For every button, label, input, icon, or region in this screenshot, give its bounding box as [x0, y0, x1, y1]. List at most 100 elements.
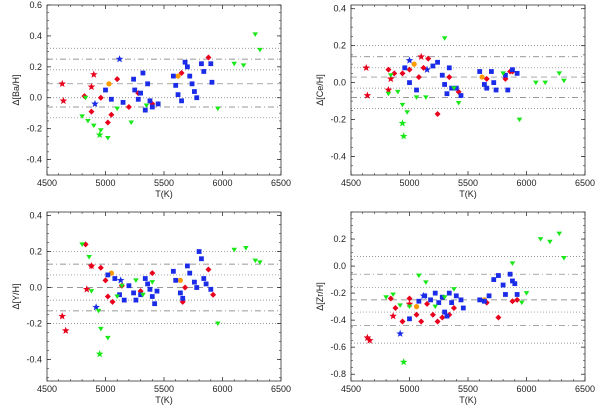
x-tick-label: 5500 — [154, 384, 174, 394]
data-point-square — [512, 281, 518, 287]
data-point-square — [142, 107, 148, 113]
data-point-diamond — [109, 298, 116, 305]
axes-frame — [350, 4, 586, 176]
data-point-square — [138, 90, 143, 96]
panel-1: 4500 5000 5500 6000 6500 -0.4 -0.2 0.0 0.2 0.4 0.6… — [11, 0, 291, 199]
data-point-diamond — [424, 300, 431, 307]
data-point-square — [185, 64, 190, 70]
data-point-diamond — [104, 293, 111, 300]
data-point-triangle-down — [406, 304, 413, 310]
data-point-triangle-down — [537, 237, 544, 242]
data-point-triangle-down — [390, 292, 396, 297]
panel-2: 4500 5000 5500 6000 6500 -0.4 -0.2 0.0 0.2 0.4 T(K… — [315, 4, 595, 199]
data-point-square — [147, 286, 153, 292]
data-point-diamond — [495, 314, 502, 321]
data-point-diamond — [420, 64, 427, 71]
x-axis-label: T(K) — [459, 395, 477, 405]
y-tick-label: 0.2 — [29, 247, 42, 257]
data-point-triangle-down — [404, 110, 410, 115]
data-point-diamond — [413, 311, 420, 318]
series-blue-stars — [405, 56, 431, 73]
y-tick-label: -0.4 — [330, 152, 346, 162]
data-point-triangle-down — [397, 303, 403, 308]
data-point-star — [87, 82, 96, 91]
data-point-square — [189, 81, 195, 87]
data-point-square — [430, 63, 436, 69]
data-point-circle — [177, 277, 183, 283]
data-point-star — [115, 55, 124, 63]
series-red-stars — [362, 52, 425, 99]
y-tick-label: -0.4 — [26, 155, 42, 165]
x-tick-label: 5000 — [399, 384, 419, 394]
data-point-diamond — [97, 264, 104, 271]
data-point-diamond — [418, 318, 425, 325]
x-tick-label: 5500 — [458, 178, 478, 188]
y-tick-label: 0.2 — [333, 41, 346, 51]
data-point-diamond — [88, 108, 95, 115]
series-green-triangles — [385, 36, 567, 123]
data-point-square — [208, 61, 214, 67]
data-point-triangle-down — [399, 102, 406, 108]
data-point-triangle-down — [387, 73, 394, 78]
data-point-square — [132, 87, 138, 93]
data-point-square — [108, 96, 114, 102]
y-tick-label: 0.0 — [29, 93, 42, 103]
data-point-square — [175, 92, 181, 98]
data-point-square — [103, 87, 108, 93]
y-tick-label: 0.2 — [333, 234, 346, 244]
data-point-triangle-down — [98, 128, 104, 133]
data-point-square — [510, 67, 515, 73]
data-point-triangle-down — [383, 295, 389, 300]
data-point-square — [458, 93, 464, 98]
data-point-triangle-down — [252, 32, 259, 37]
data-point-star — [95, 130, 104, 139]
data-point-diamond — [429, 311, 436, 318]
data-point-star — [82, 285, 91, 293]
data-point-square — [446, 290, 452, 296]
data-point-triangle-down — [416, 273, 422, 279]
data-point-star — [362, 63, 371, 72]
data-point-star — [384, 86, 393, 94]
data-point-square — [442, 309, 447, 315]
data-point-diamond — [483, 75, 490, 82]
data-point-square — [458, 297, 464, 303]
data-point-triangle-down — [413, 95, 420, 100]
data-point-star — [386, 74, 395, 83]
data-point-triangle-down — [385, 91, 392, 97]
series-green-stars — [95, 350, 104, 358]
data-point-triangle-down — [423, 280, 429, 285]
y-axis-label: Δ[Zr/H] — [315, 282, 325, 311]
series-green-triangles — [79, 32, 263, 141]
data-point-triangle-down — [114, 106, 120, 112]
data-point-star — [58, 79, 67, 88]
data-point-diamond — [385, 66, 392, 73]
data-point-diamond — [108, 111, 115, 118]
y-axis-label: Δ[Ba/H] — [11, 74, 21, 105]
data-point-triangle-down — [441, 36, 448, 41]
data-point-square — [187, 73, 193, 79]
data-point-triangle-down — [455, 100, 462, 106]
data-point-square — [407, 80, 412, 86]
x-tick-label: 6000 — [516, 384, 536, 394]
data-point-square — [170, 268, 176, 274]
data-point-star — [389, 312, 397, 320]
panel-3: 4500 5000 5500 6000 6500 -0.4 -0.2 0.0 0.2 0.4 T(K… — [11, 211, 291, 405]
data-point-star — [61, 326, 70, 334]
data-point-triangle-down — [556, 71, 563, 76]
series-orange-circles — [106, 73, 181, 87]
data-point-square — [514, 292, 520, 297]
series-green-stars — [399, 358, 408, 366]
data-point-square — [460, 305, 466, 311]
data-point-star — [92, 303, 100, 311]
data-point-square — [170, 73, 176, 79]
y-tick-label: -0.2 — [330, 288, 346, 298]
y-tick-label: 0.2 — [29, 62, 42, 72]
data-point-square — [149, 294, 155, 299]
data-point-triangle-down — [257, 47, 263, 53]
data-point-square — [192, 89, 197, 94]
x-tick-label: 5000 — [399, 178, 419, 188]
data-point-triangle-down — [98, 326, 104, 332]
data-point-triangle-down — [423, 95, 429, 100]
data-point-circle — [106, 81, 112, 87]
